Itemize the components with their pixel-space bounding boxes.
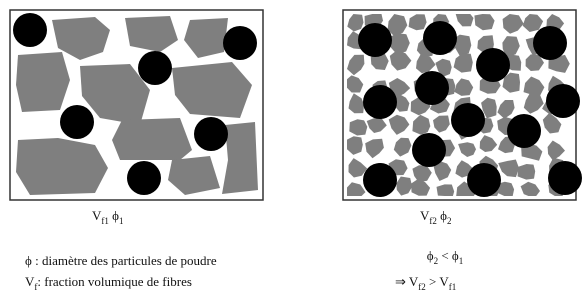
fibre [358, 23, 392, 57]
subscript: 2 [447, 216, 452, 226]
fibre [127, 161, 161, 195]
text-run: ϕ : diamètre des particules de poudre [25, 253, 217, 268]
diagram: Vf1 ϕ1 Vf2 ϕ2 ϕ : diamètre des particule… [0, 0, 582, 295]
left-label: Vf1 ϕ1 [92, 208, 123, 226]
fibre [451, 103, 485, 137]
particle [16, 138, 108, 195]
text-run: : fraction volumique de fibres [37, 274, 192, 289]
legend-phi: ϕ : diamètre des particules de poudre [25, 253, 217, 268]
particle [16, 52, 70, 112]
fibre [194, 117, 228, 151]
subscript: 1 [459, 256, 464, 266]
fibre [412, 133, 446, 167]
fibre [476, 48, 510, 82]
subscript: f2 [418, 282, 426, 292]
fibre [60, 105, 94, 139]
particle [518, 164, 536, 180]
text-run: > V [426, 274, 450, 289]
conclusion-phi: ϕ2 < ϕ1 [427, 248, 464, 266]
fibre [13, 13, 47, 47]
fibre [533, 26, 567, 60]
fibre [138, 51, 172, 85]
particle [112, 118, 192, 160]
fibre [223, 26, 257, 60]
fibre [415, 71, 449, 105]
right-label: Vf2 ϕ2 [420, 208, 451, 226]
text-run: < ϕ [438, 248, 459, 263]
text-run: ⇒ V [395, 274, 419, 289]
subscript: f1 [101, 216, 109, 226]
fibre [363, 163, 397, 197]
conclusion-vf: ⇒ Vf2 > Vf1 [395, 274, 456, 292]
subscript: 1 [119, 216, 124, 226]
legend-vf: Vf: fraction volumique de fibres [25, 274, 192, 292]
fibre [507, 114, 541, 148]
fibre [548, 161, 582, 195]
particle [437, 184, 455, 196]
subscript: f2 [429, 216, 437, 226]
fibre [467, 163, 501, 197]
fibre [423, 21, 457, 55]
fibre [363, 85, 397, 119]
subscript: f1 [449, 282, 457, 292]
text-run: ϕ [437, 208, 447, 223]
text-run: ϕ [109, 208, 119, 223]
fibre [546, 84, 580, 118]
